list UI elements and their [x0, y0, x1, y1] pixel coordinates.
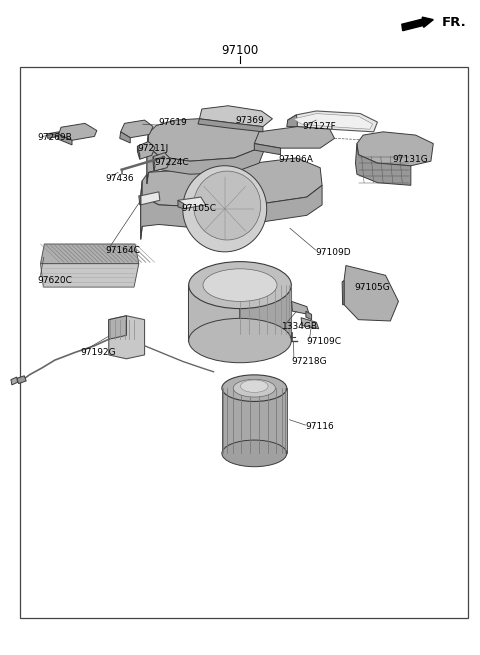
- Polygon shape: [254, 126, 335, 148]
- Polygon shape: [137, 141, 155, 159]
- Ellipse shape: [222, 375, 287, 402]
- Text: 97105C: 97105C: [182, 204, 217, 214]
- Text: 97436: 97436: [106, 174, 134, 183]
- Polygon shape: [48, 132, 59, 138]
- Ellipse shape: [203, 269, 277, 301]
- Polygon shape: [357, 132, 433, 166]
- Text: 97116: 97116: [306, 422, 335, 431]
- Polygon shape: [356, 143, 411, 185]
- Text: 97369: 97369: [235, 115, 264, 124]
- Polygon shape: [153, 157, 155, 171]
- Polygon shape: [11, 377, 18, 385]
- Ellipse shape: [193, 171, 261, 240]
- Ellipse shape: [189, 318, 291, 363]
- Polygon shape: [293, 113, 372, 129]
- Text: 97192G: 97192G: [80, 348, 116, 357]
- Text: 97100: 97100: [221, 44, 259, 57]
- Polygon shape: [178, 197, 205, 209]
- Text: 97218G: 97218G: [291, 357, 327, 366]
- Text: 97109C: 97109C: [307, 337, 342, 346]
- Polygon shape: [141, 192, 160, 205]
- Polygon shape: [306, 311, 312, 320]
- Polygon shape: [222, 388, 287, 453]
- Polygon shape: [17, 376, 26, 384]
- FancyArrow shape: [402, 17, 433, 31]
- Polygon shape: [141, 158, 322, 207]
- Text: 97106A: 97106A: [278, 155, 313, 164]
- Polygon shape: [120, 132, 130, 143]
- Polygon shape: [141, 181, 142, 240]
- Polygon shape: [199, 105, 273, 126]
- Polygon shape: [147, 133, 148, 184]
- Ellipse shape: [189, 261, 291, 309]
- Polygon shape: [141, 185, 322, 240]
- Polygon shape: [120, 120, 153, 138]
- Polygon shape: [288, 111, 377, 132]
- Text: 1334GB: 1334GB: [282, 322, 318, 331]
- Polygon shape: [40, 244, 139, 263]
- Polygon shape: [147, 117, 265, 161]
- Polygon shape: [40, 263, 139, 287]
- Text: 97105G: 97105G: [355, 282, 390, 291]
- Text: 97224C: 97224C: [154, 158, 189, 167]
- Text: 97131G: 97131G: [393, 155, 429, 164]
- Text: 97620C: 97620C: [37, 276, 72, 285]
- Polygon shape: [189, 285, 240, 342]
- Polygon shape: [59, 123, 97, 140]
- Text: 97211J: 97211J: [137, 143, 168, 153]
- Text: 97164C: 97164C: [106, 246, 140, 255]
- Polygon shape: [291, 301, 309, 314]
- Polygon shape: [198, 119, 263, 132]
- Ellipse shape: [222, 440, 287, 466]
- Bar: [20, 67, 468, 618]
- Ellipse shape: [233, 379, 276, 397]
- Polygon shape: [254, 143, 281, 155]
- Text: 97619: 97619: [159, 118, 188, 126]
- Ellipse shape: [240, 380, 268, 392]
- Text: FR.: FR.: [442, 16, 467, 29]
- Ellipse shape: [183, 166, 267, 252]
- Polygon shape: [137, 146, 140, 159]
- Polygon shape: [342, 280, 344, 305]
- Polygon shape: [344, 265, 398, 321]
- Polygon shape: [153, 153, 171, 171]
- Polygon shape: [287, 115, 297, 126]
- Text: 97127F: 97127F: [302, 122, 336, 131]
- Polygon shape: [147, 146, 265, 184]
- Text: 97269B: 97269B: [37, 132, 72, 141]
- Polygon shape: [139, 196, 141, 205]
- Polygon shape: [178, 200, 184, 209]
- Polygon shape: [240, 285, 291, 342]
- Text: 97109D: 97109D: [315, 248, 351, 257]
- Polygon shape: [109, 316, 126, 339]
- Polygon shape: [109, 316, 144, 359]
- Polygon shape: [301, 318, 319, 329]
- Polygon shape: [58, 134, 72, 145]
